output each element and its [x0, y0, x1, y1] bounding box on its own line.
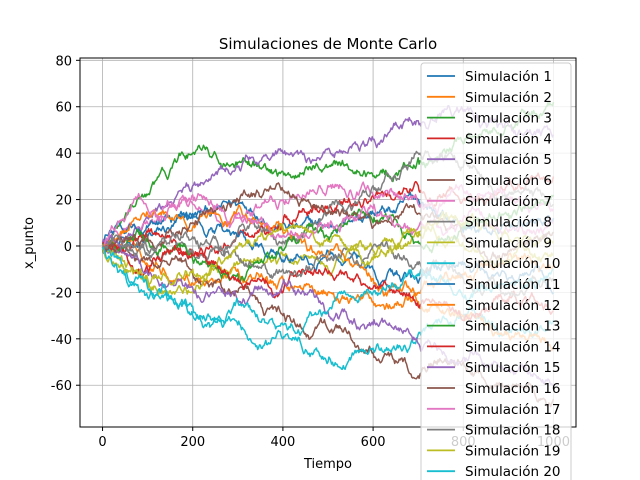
y-tick-label: 40 [55, 147, 72, 162]
legend: Simulación 1 Simulación 2 Simulación 3 Simu… [420, 62, 572, 480]
y-tick-label: 0 [64, 240, 72, 255]
plot-area-frame [79, 57, 577, 428]
legend-label: Simulación 4 [465, 131, 552, 147]
legend-label: Simulación 17 [465, 402, 561, 418]
legend-label: Simulación 2 [465, 90, 552, 106]
y-tick-label: -40 [51, 333, 72, 348]
y-tick-label: 20 [55, 194, 72, 209]
x-tick-label: 600 [361, 435, 386, 450]
legend-label: Simulación 14 [465, 339, 561, 355]
x-tick-label: 400 [270, 435, 295, 450]
legend-label: Simulación 3 [465, 111, 552, 127]
legend-box [420, 62, 572, 480]
chart-title: Simulaciones de Monte Carlo [219, 35, 437, 53]
legend-label: Simulación 11 [465, 277, 561, 293]
legend-label: Simulación 19 [465, 443, 561, 459]
legend-label: Simulación 1 [465, 69, 552, 85]
legend-label: Simulación 20 [465, 464, 561, 480]
x-tick-label: 0 [98, 435, 106, 450]
legend-label: Simulación 8 [465, 215, 552, 231]
legend-label: Simulación 10 [465, 256, 561, 272]
legend-label: Simulación 18 [465, 423, 561, 439]
legend-label: Simulación 5 [465, 152, 552, 168]
legend-label: Simulación 6 [465, 173, 552, 189]
legend-label: Simulación 9 [465, 235, 552, 251]
legend-label: Simulación 12 [465, 298, 561, 314]
legend-label: Simulación 16 [465, 381, 561, 397]
legend-label: Simulación 13 [465, 319, 561, 335]
y-tick-label: 80 [55, 54, 72, 69]
legend-label: Simulación 7 [465, 194, 552, 210]
y-tick-label: 60 [55, 101, 72, 116]
x-tick-label: 200 [180, 435, 205, 450]
y-axis-title: x_punto [22, 217, 37, 269]
y-tick-label: -20 [51, 286, 72, 301]
x-axis-title: Tiempo [303, 457, 352, 472]
legend-label: Simulación 15 [465, 360, 561, 376]
y-tick-label: -60 [51, 379, 72, 394]
